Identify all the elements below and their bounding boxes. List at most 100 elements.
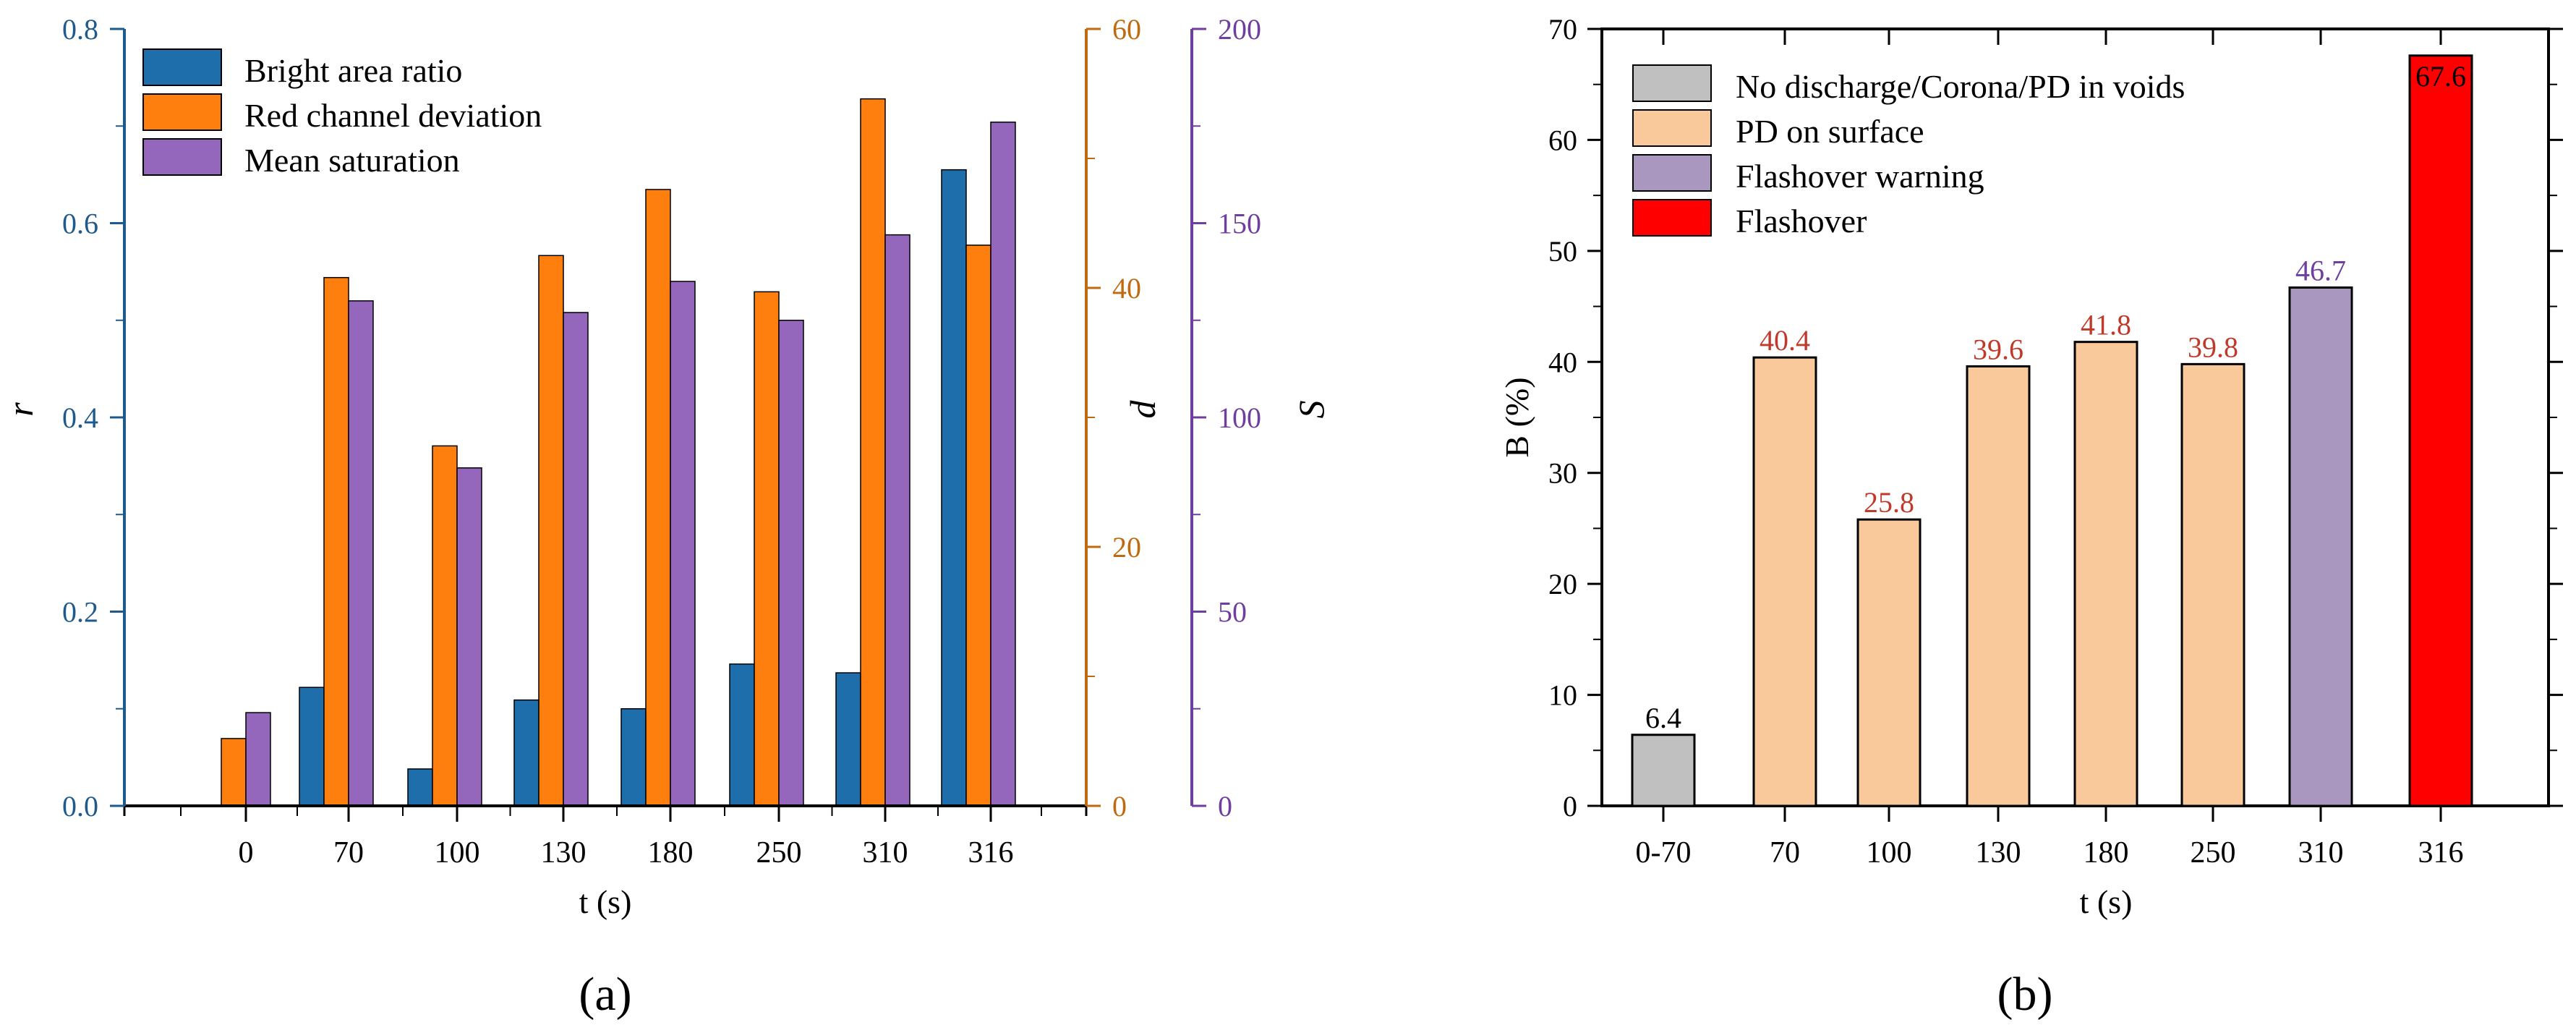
panel-b-y-tick-label: 50 [1548, 235, 1577, 268]
legend-swatch-flashover [1632, 199, 1712, 237]
legend-label-bright-area: Bright area ratio [244, 52, 462, 89]
panel-b-x-tick-label: 130 [1976, 836, 2021, 870]
legend-swatch-flashover-warning [1632, 154, 1712, 192]
panel-a-x-tick-label: 130 [541, 836, 587, 870]
panel-a-S-tick-label: 100 [1218, 401, 1261, 434]
bar-bright-area-ratio-70 [299, 686, 325, 807]
bar-mean-saturation-0 [245, 712, 271, 807]
bar-mean-saturation-130 [563, 312, 589, 807]
bar-bright-area-ratio-316 [941, 169, 967, 807]
panel-b-y-tick-label: 70 [1548, 13, 1577, 46]
panel-b-y-tick-label: 40 [1548, 346, 1577, 378]
panel-a-r-tick-label: 0.4 [62, 401, 98, 434]
legend-label-red-channel: Red channel deviation [244, 97, 542, 134]
panel-a-d-tick-label: 20 [1112, 531, 1141, 564]
panel-a-d-tick-label: 60 [1112, 13, 1141, 46]
bar-bright-area-ratio-180 [620, 708, 647, 807]
data-label-b-70: 40.4 [1760, 324, 1810, 357]
bar-bright-area-ratio-250 [729, 663, 755, 807]
panel-b-x-tick-label: 250 [2191, 836, 2236, 870]
panel-a: 0 70 100 130 180 250 310 316 0.0 0.2 0.4 0.6 0.8 0 20… [0, 13, 1331, 1021]
legend-label-flashover-warning: Flashover warning [1736, 158, 1984, 195]
bar-mean-saturation-100 [456, 467, 482, 807]
panel-b-x-tick-label: 0-70 [1636, 836, 1692, 870]
panel-a-r-tick-label: 0.2 [62, 596, 98, 629]
panel-b-x-label: t (s) [2080, 883, 2133, 920]
panel-a-r-tick-label: 0.6 [62, 208, 98, 240]
legend-label-pd-surface: PD on surface [1736, 113, 1924, 150]
legend-label-flashover: Flashover [1736, 203, 1867, 239]
legend-label-no-discharge: No discharge/Corona/PD in voids [1736, 68, 2185, 105]
legend-swatch-saturation [142, 138, 222, 176]
panel-b-x-tick-label: 100 [1867, 836, 1912, 870]
bar-b-310 [2288, 286, 2353, 807]
bar-bright-area-ratio-310 [835, 672, 861, 807]
panel-b-x-tick-label: 310 [2298, 836, 2344, 870]
panel-a-x-tick-label: 70 [333, 836, 364, 870]
bar-red-channel-deviation-130 [538, 255, 564, 807]
bar-b-250 [2180, 362, 2246, 807]
legend-swatch-bright-area [142, 48, 222, 86]
panel-a-S-tick-label: 150 [1218, 208, 1261, 240]
panel-a-s-label: S [1291, 401, 1331, 419]
panel-a-S-tick-label: 50 [1218, 596, 1247, 629]
panel-a-S-tick-label: 0 [1218, 790, 1232, 822]
panel-a-x-ticks: 0 70 100 130 180 250 310 316 [123, 806, 1088, 870]
panel-a-caption: (a) [579, 968, 631, 1021]
bar-red-channel-deviation-180 [645, 189, 671, 807]
panel-a-r-label: r [0, 402, 40, 417]
panel-b-y-tick-label: 20 [1548, 568, 1577, 600]
bar-mean-saturation-180 [670, 281, 696, 807]
data-label-b-130: 39.6 [1973, 333, 2023, 365]
panel-a-x-tick-label: 0 [239, 836, 254, 870]
panel-a-x-tick-label: 100 [435, 836, 480, 870]
panel-a-d-tick-label: 0 [1112, 790, 1127, 822]
bar-b-0-70 [1631, 734, 1696, 807]
data-label-b-316: 67.6 [2415, 60, 2466, 93]
bar-red-channel-deviation-0 [221, 738, 247, 807]
bar-mean-saturation-310 [884, 234, 910, 807]
bar-red-channel-deviation-316 [965, 245, 991, 807]
bar-b-100 [1856, 518, 1922, 807]
panel-b-y-tick-label: 30 [1548, 457, 1577, 490]
panel-a-d-tick-label: 40 [1112, 272, 1141, 305]
bar-b-316 [2408, 54, 2473, 807]
panel-b-y-tick-label: 60 [1548, 124, 1577, 156]
panel-a-r-tick-label: 0.0 [62, 790, 98, 822]
bar-red-channel-deviation-100 [432, 445, 458, 807]
panel-b-y-tick-label: 0 [1563, 790, 1577, 822]
bar-red-channel-deviation-310 [860, 98, 886, 807]
panel-b-y-tick-label: 10 [1548, 679, 1577, 712]
data-label-b-250: 39.8 [2188, 331, 2238, 363]
panel-b-x-tick-label: 316 [2418, 836, 2464, 870]
legend-label-saturation: Mean saturation [244, 142, 460, 179]
bar-b-180 [2073, 341, 2138, 807]
legend-swatch-red-channel [142, 93, 222, 131]
data-label-b-180: 41.8 [2081, 309, 2131, 341]
panel-a-x-label: t (s) [579, 883, 632, 920]
panel-a-x-tick-label: 250 [756, 836, 802, 870]
bar-b-130 [1966, 365, 2031, 807]
panel-b-legend: No discharge/Corona/PD in voids PD on su… [1632, 64, 2185, 239]
panel-a-x-tick-label: 316 [968, 836, 1014, 870]
panel-b-x-tick-label: 180 [2084, 836, 2129, 870]
panel-a-d-label: d [1122, 400, 1163, 419]
data-label-b-310: 46.7 [2295, 254, 2346, 286]
legend-swatch-no-discharge [1632, 64, 1712, 102]
panel-a-x-tick-label: 180 [648, 836, 694, 870]
bar-bright-area-ratio-100 [407, 768, 433, 807]
bar-mean-saturation-250 [778, 320, 804, 807]
bar-red-channel-deviation-250 [754, 291, 780, 807]
panel-b-bars: 6.4 40.4 25.8 39.6 41.8 39.8 46.7 67.6 [1631, 54, 2473, 807]
panel-a-r-tick-label: 0.8 [62, 13, 98, 46]
panel-a-legend: Bright area ratio Red channel deviation … [142, 48, 542, 179]
panel-a-S-tick-label: 200 [1218, 13, 1261, 46]
panel-b: 6.4 40.4 25.8 39.6 41.8 39.8 46.7 67.6 0-70 70 10… [1498, 13, 2563, 1021]
bar-b-70 [1752, 356, 1817, 807]
bar-bright-area-ratio-130 [513, 699, 539, 807]
panel-b-caption: (b) [1997, 968, 2053, 1021]
panel-b-y-label: B (%) [1498, 377, 1535, 457]
data-label-b-0-70: 6.4 [1645, 702, 1681, 734]
bar-mean-saturation-316 [990, 122, 1016, 807]
